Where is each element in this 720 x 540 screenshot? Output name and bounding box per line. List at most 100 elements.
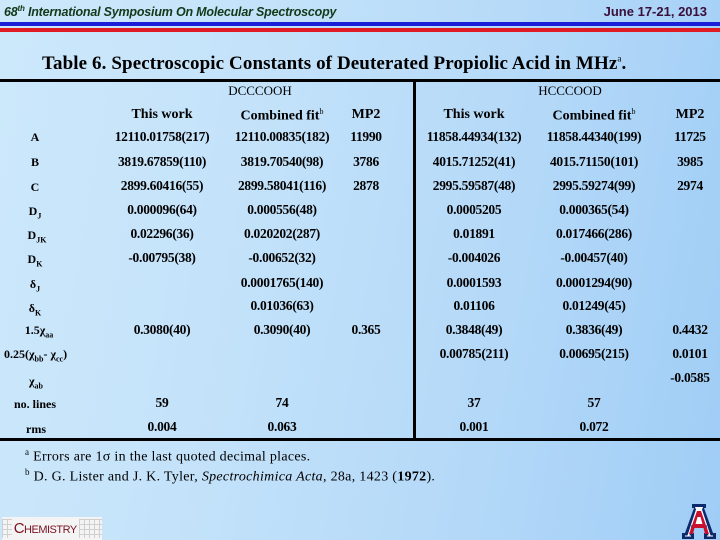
footnote-mark: a xyxy=(25,447,30,457)
row-label-text: D xyxy=(28,204,38,218)
column-header-combined-fit-1: Combined fitb xyxy=(222,107,342,125)
row-label-sub: bb xyxy=(34,354,44,364)
footnote-mark: b xyxy=(319,107,324,116)
table-cell: 11990 xyxy=(350,129,382,144)
table-cell: 11858.44934(132) xyxy=(426,129,522,144)
table-cell: 11858.44340(199) xyxy=(546,129,642,144)
footnote-close: ). xyxy=(426,469,436,485)
table-cell: 0.000365(54) xyxy=(559,202,629,217)
table-cell: 12110.00835(182) xyxy=(234,129,330,144)
table-cell: 2974 xyxy=(677,178,703,193)
table-cell: 2899.60416(55) xyxy=(120,178,204,193)
row-label-text: - χ xyxy=(43,347,56,361)
footnote-mark: b xyxy=(631,107,636,116)
row-label-dj: DJ xyxy=(20,204,50,220)
table-cell: 0.004 xyxy=(147,419,177,434)
column-label: This work xyxy=(443,107,505,122)
row-label-text: B xyxy=(30,155,39,169)
header-stripe-red xyxy=(0,28,720,32)
table-cell: 0.3848(49) xyxy=(445,322,503,337)
group-divider xyxy=(413,80,416,440)
footnote-authors: D. G. Lister and J. K. Tyler, xyxy=(33,469,202,485)
table-title-text: Table 6. Spectroscopic Constants of Deut… xyxy=(42,53,618,74)
table-cell: 3786 xyxy=(353,154,379,169)
row-label-sub: ab xyxy=(34,381,43,391)
block-a-logo-icon xyxy=(682,504,716,539)
table-cell: 4015.71150(101) xyxy=(549,154,639,169)
table-title: Table 6. Spectroscopic Constants of Deut… xyxy=(42,53,626,75)
row-label-delta-j: δJ xyxy=(20,277,50,293)
table-cell: 74 xyxy=(275,395,289,410)
table-cell: 57 xyxy=(587,395,601,410)
column-label: MP2 xyxy=(675,107,705,122)
row-label-sub: J xyxy=(36,284,41,294)
row-label-text: ) xyxy=(63,347,68,361)
table-cell: 0.000556(48) xyxy=(247,202,317,217)
row-label-text: δ xyxy=(29,277,37,291)
table-cell: 2995.59274(99) xyxy=(552,178,636,193)
row-label-chi-aa: 1.5χaa xyxy=(14,323,64,339)
table-cell: 0.017466(286) xyxy=(556,226,632,241)
row-label-chi-ab: χab xyxy=(24,374,48,390)
row-label-rms: rms xyxy=(18,422,54,437)
row-label-text: 0.25(χ xyxy=(4,347,35,361)
conference-ordinal: 68 xyxy=(4,5,18,20)
periodic-grid-icon xyxy=(78,519,102,538)
row-label-dk: DK xyxy=(20,252,50,268)
table-cell: -0.0585 xyxy=(670,370,710,385)
table-cell: 0.3090(40) xyxy=(253,322,311,337)
footnote-a: a Errors are 1σ in the last quoted decim… xyxy=(25,447,310,466)
footnote-text: Errors are 1σ in the last quoted decimal… xyxy=(33,449,311,465)
table-cell: 3985 xyxy=(677,154,703,169)
chemistry-logo: Chemistry xyxy=(2,517,102,540)
table-cell: 0.001 xyxy=(459,419,489,434)
row-label-text: C xyxy=(30,180,40,194)
row-label-c: C xyxy=(20,180,50,195)
footnote-b: b D. G. Lister and J. K. Tyler, Spectroc… xyxy=(25,467,435,486)
row-label-no-lines: no. lines xyxy=(10,397,60,412)
table-cell: 0.01106 xyxy=(453,298,495,313)
table-cell: 4015.71252(41) xyxy=(432,154,516,169)
column-header-mp2-1: MP2 xyxy=(336,107,396,123)
table-cell: 3819.70540(98) xyxy=(240,154,324,169)
column-header-this-work-1: This work xyxy=(102,107,222,123)
column-label: Combined fit xyxy=(240,108,320,124)
row-label-text: D xyxy=(27,228,37,242)
table-cell: 3819.67859(110) xyxy=(117,154,207,169)
conference-title: 68th International Symposium On Molecula… xyxy=(4,4,336,19)
chemistry-logo-text: Chemistry xyxy=(13,520,77,537)
row-label-text: δ xyxy=(28,301,35,315)
table-cell: 11725 xyxy=(674,129,706,144)
table-cell: 0.01891 xyxy=(453,226,495,241)
table-cell: -0.004026 xyxy=(447,250,501,265)
table-cell: 0.0101 xyxy=(672,346,708,361)
table-cell: 0.0001294(90) xyxy=(556,275,632,290)
title-footnote-mark: a xyxy=(617,53,622,64)
row-label-text: no. lines xyxy=(13,397,56,411)
row-label-djk: DJK xyxy=(20,228,54,244)
group-header-dcccooh: DCCCOOH xyxy=(228,83,292,98)
row-label-text: rms xyxy=(26,422,46,436)
conference-dates: June 17-21, 2013 xyxy=(603,4,707,19)
footnote-year: 1972 xyxy=(397,469,427,485)
table-cell: 0.00695(215) xyxy=(559,346,629,361)
footnote-journal: Spectrochimica Acta xyxy=(201,469,323,485)
column-header-combined-fit-2: Combined fitb xyxy=(534,107,654,125)
table-bottom-rule xyxy=(0,438,720,441)
row-label-delta-k: δK xyxy=(20,301,50,317)
row-label-sub: K xyxy=(35,308,42,318)
row-label-sub: J xyxy=(37,211,42,221)
table-cell: 0.063 xyxy=(267,419,297,434)
periodic-grid-icon xyxy=(2,519,12,538)
table-cell: 0.072 xyxy=(579,419,609,434)
column-header-this-work-2: This work xyxy=(414,107,534,123)
row-label-sub: K xyxy=(36,259,43,269)
table-cell: 0.0001593 xyxy=(446,275,502,290)
table-cell: 0.0005205 xyxy=(446,202,502,217)
table-cell: 0.020202(287) xyxy=(244,226,320,241)
column-label: Combined fit xyxy=(552,108,632,124)
ordinal-suffix: th xyxy=(17,4,25,13)
row-label-chi-bb-cc: 0.25(χbb- χcc) xyxy=(4,347,67,363)
column-header-mp2-2: MP2 xyxy=(660,107,720,123)
table-cell: 0.000096(64) xyxy=(127,202,197,217)
